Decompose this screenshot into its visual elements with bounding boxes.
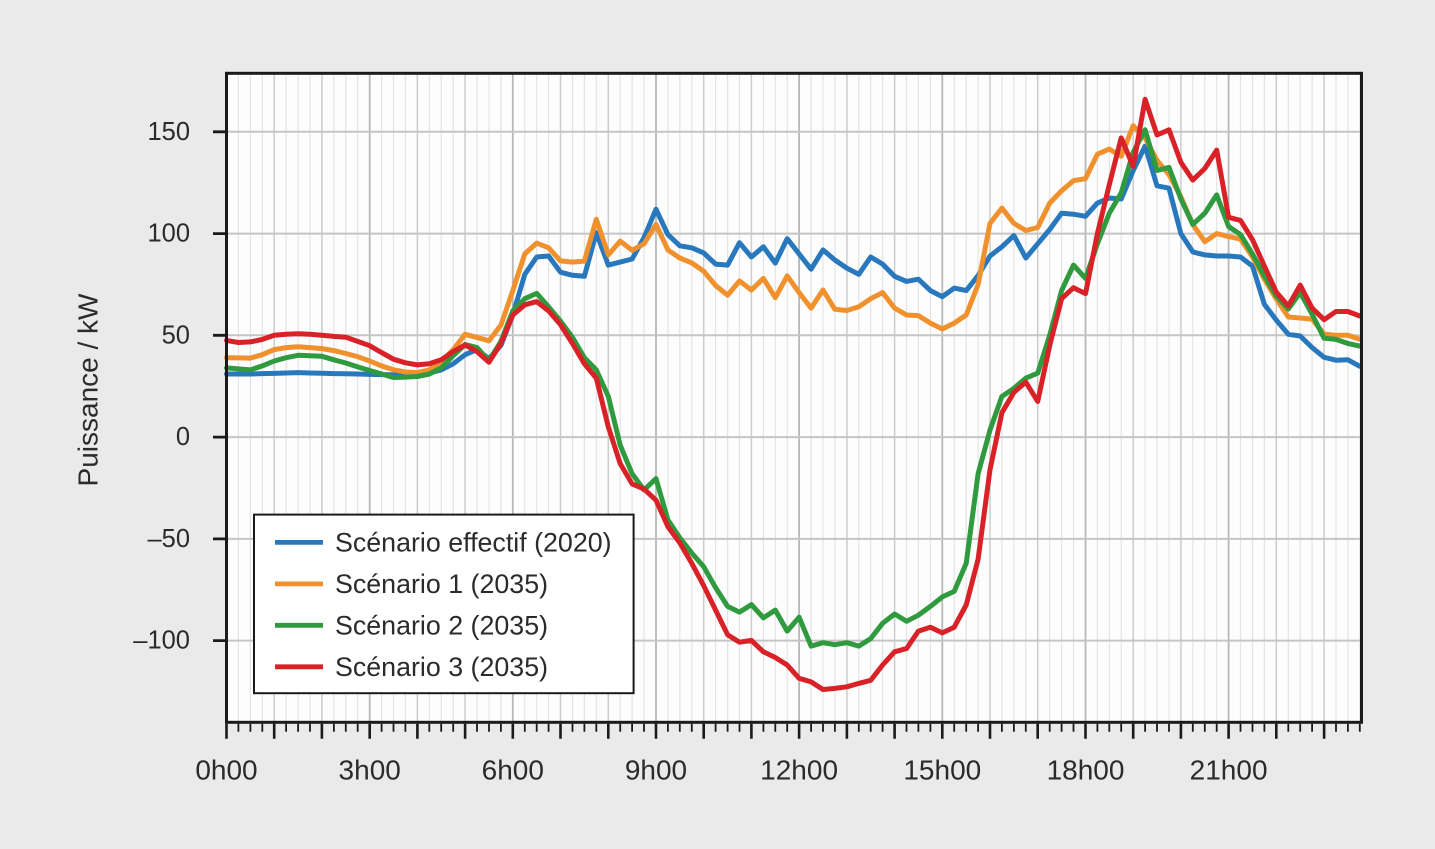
svg-text:–100: –100 <box>133 627 190 655</box>
svg-text:6h00: 6h00 <box>482 755 544 786</box>
svg-text:100: 100 <box>147 220 190 248</box>
svg-text:Puissance / kW: Puissance / kW <box>73 293 104 487</box>
svg-text:21h00: 21h00 <box>1190 755 1268 786</box>
svg-text:Scénario 2 (2035): Scénario 2 (2035) <box>335 610 548 640</box>
svg-text:0: 0 <box>176 423 190 451</box>
svg-text:3h00: 3h00 <box>339 755 401 786</box>
svg-text:150: 150 <box>147 118 190 146</box>
svg-text:15h00: 15h00 <box>903 755 981 786</box>
svg-text:Scénario 3 (2035): Scénario 3 (2035) <box>335 652 548 682</box>
svg-text:0h00: 0h00 <box>195 755 257 786</box>
svg-text:9h00: 9h00 <box>625 755 687 786</box>
svg-text:Scénario effectif (2020): Scénario effectif (2020) <box>335 527 612 557</box>
svg-text:18h00: 18h00 <box>1047 755 1125 786</box>
svg-text:12h00: 12h00 <box>760 755 838 786</box>
svg-text:50: 50 <box>162 321 190 349</box>
svg-text:–50: –50 <box>147 525 190 553</box>
svg-text:Scénario 1 (2035): Scénario 1 (2035) <box>335 569 548 599</box>
